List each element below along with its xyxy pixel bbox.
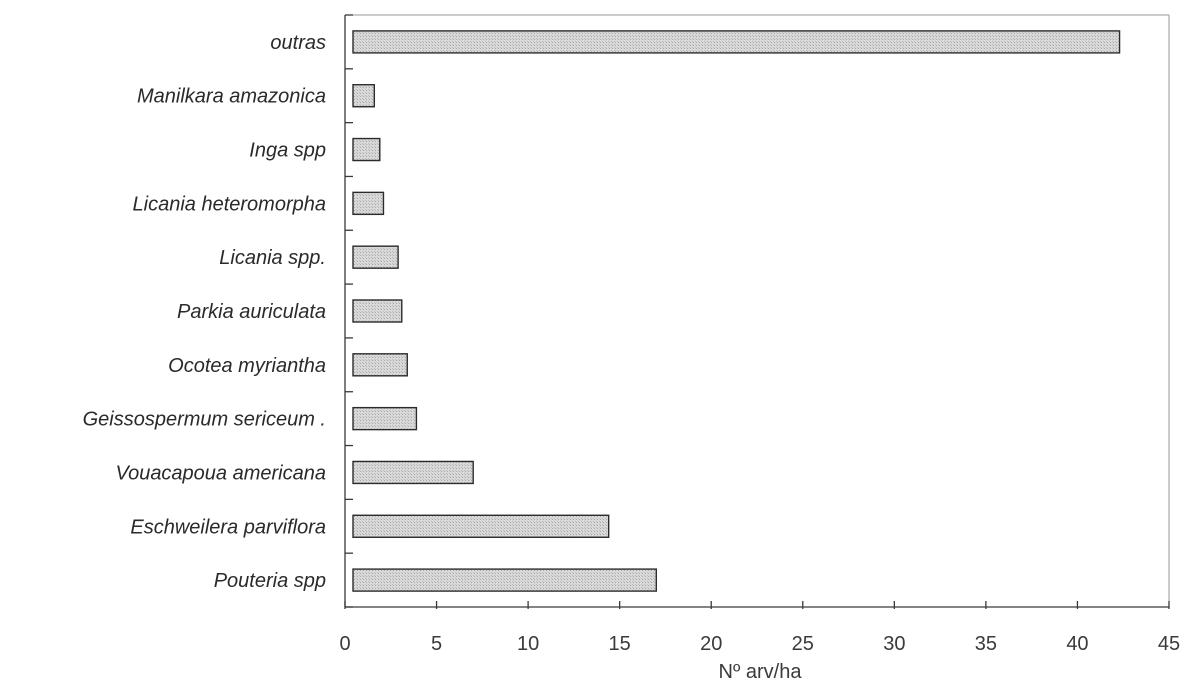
bar-pouteria-spp [352, 568, 657, 592]
category-label: Geissospermum sericeum . [83, 409, 326, 431]
category-label: Eschweilera parviflora [130, 516, 326, 538]
category-labels: outras Manilkara amazonica Inga spp Licania… [83, 32, 326, 592]
category-label: Ocotea myriantha [168, 355, 326, 377]
category-label: outras [270, 32, 326, 54]
category-label: Parkia auriculata [177, 301, 326, 323]
x-axis-title: Nº arv/ha [719, 661, 803, 683]
x-tick-label: 25 [792, 633, 814, 655]
bar-geissospermum-sericeum [352, 406, 418, 431]
bar-licania-spp [352, 245, 399, 269]
bar-outras [352, 30, 1121, 54]
bar-eschweilera-parviflora [352, 514, 610, 538]
x-tick-label: 40 [1066, 633, 1088, 655]
x-tick-labels: 0 5 10 15 20 25 30 35 40 45 [339, 633, 1180, 655]
x-tick-label: 30 [883, 633, 905, 655]
y-axis-ticks [345, 14, 353, 608]
bars-group [352, 30, 1121, 592]
bar-licania-heteromorpha [352, 191, 385, 216]
category-label: Inga spp [249, 140, 326, 162]
bar-manilkara-amazonica [352, 84, 375, 108]
x-tick-label: 45 [1158, 633, 1180, 655]
bar-parkia-auriculata [352, 299, 403, 323]
category-label: Vouacapoua americana [115, 462, 326, 484]
x-tick-label: 15 [609, 633, 631, 655]
x-tick-label: 10 [517, 633, 539, 655]
bar-inga-spp [352, 137, 381, 162]
bar-ocotea-myriantha [352, 353, 408, 377]
x-tick-label: 20 [700, 633, 722, 655]
x-tick-label: 35 [975, 633, 997, 655]
x-tick-label: 5 [431, 633, 442, 655]
x-tick-label: 0 [339, 633, 350, 655]
category-label: Licania heteromorpha [133, 193, 326, 215]
category-label: Pouteria spp [214, 570, 326, 592]
x-axis-ticks [344, 601, 1170, 609]
bar-vouacapoua-americana [352, 460, 474, 485]
category-label: Licania spp. [219, 247, 326, 269]
category-label: Manilkara amazonica [137, 86, 326, 108]
